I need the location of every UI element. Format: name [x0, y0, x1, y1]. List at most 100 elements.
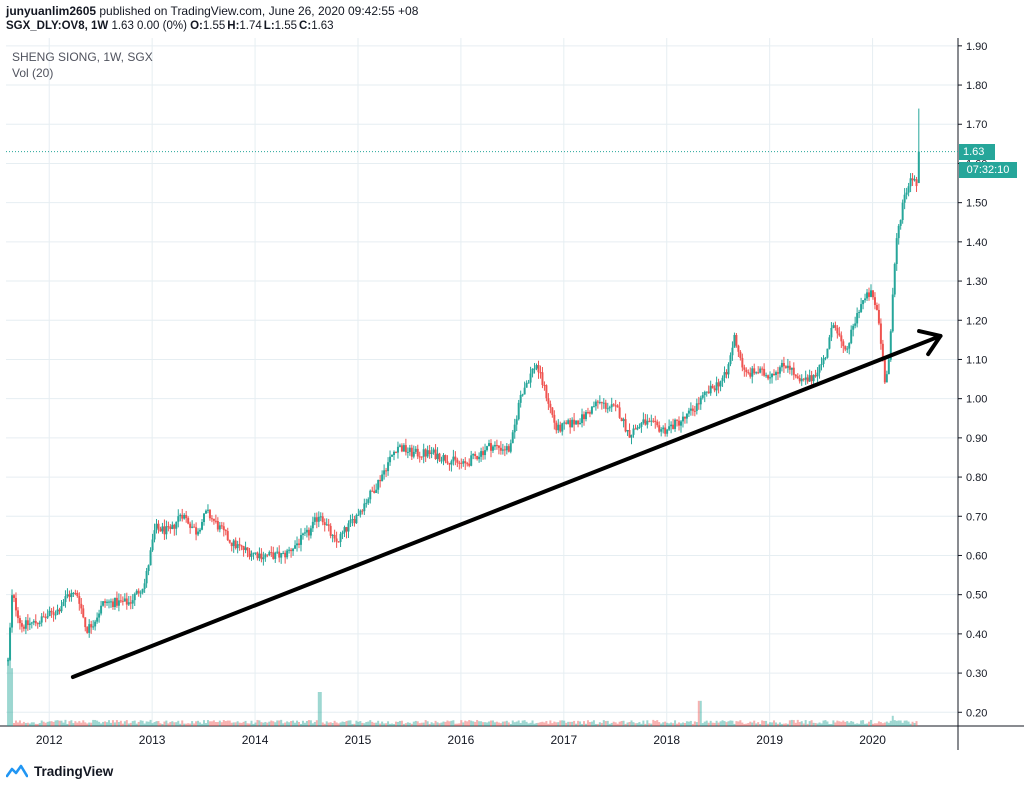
candle	[699, 395, 702, 410]
volume-bar	[666, 722, 669, 726]
volume-bar	[808, 721, 811, 726]
candle-body	[70, 592, 73, 598]
candle	[396, 441, 399, 459]
volume-bar	[262, 722, 265, 726]
candle	[371, 486, 374, 492]
candle	[282, 550, 285, 555]
candle-body	[117, 600, 120, 606]
candle-body	[828, 337, 831, 349]
candle	[826, 348, 829, 359]
volume-bar	[12, 723, 15, 726]
volume-bar	[450, 720, 453, 726]
candle	[636, 425, 639, 431]
candle	[117, 593, 120, 612]
candle	[183, 513, 186, 520]
candle-body	[497, 445, 500, 448]
candle	[513, 418, 516, 439]
candle-body	[707, 391, 710, 394]
candle	[88, 619, 91, 638]
candle	[614, 399, 617, 412]
candle	[573, 413, 576, 432]
volume-bar	[689, 720, 692, 726]
candle	[12, 593, 15, 603]
candle	[806, 374, 809, 384]
candle	[230, 542, 233, 552]
candle-body	[414, 448, 417, 452]
candle-body	[840, 335, 843, 342]
volume-bar	[590, 721, 593, 726]
volume-indicator-label[interactable]: Vol (20)	[12, 66, 54, 80]
volume-bar	[703, 721, 706, 726]
candle	[159, 526, 162, 532]
candle	[400, 443, 403, 453]
candle-body	[422, 449, 425, 457]
candle-body	[666, 429, 669, 434]
candle-body	[76, 592, 79, 597]
volume-bar	[895, 720, 898, 726]
candle	[747, 369, 750, 375]
volume-bar	[493, 722, 496, 726]
candle	[642, 412, 645, 425]
candle-body	[448, 463, 451, 465]
volume-bar	[579, 721, 582, 726]
candle-body	[60, 606, 63, 612]
volume-bar	[511, 720, 514, 726]
candle	[796, 373, 799, 380]
volume-bar	[307, 720, 310, 726]
volume-bar	[36, 723, 39, 726]
volume-bar	[715, 720, 718, 726]
volume-bar	[707, 722, 710, 726]
volume-bar	[573, 720, 576, 726]
candle	[133, 592, 136, 606]
candle	[484, 443, 487, 460]
volume-bar	[640, 723, 643, 726]
volume-bar	[462, 722, 465, 726]
volume-bar	[561, 720, 564, 726]
candle	[638, 423, 641, 429]
candle-body	[743, 367, 746, 370]
candle-body	[424, 449, 427, 457]
candle	[201, 518, 204, 531]
candle-body	[654, 420, 657, 422]
candle-body	[767, 375, 770, 379]
candle	[505, 443, 508, 455]
candle-body	[836, 327, 839, 334]
volume-bar	[844, 721, 847, 726]
volume-bar	[767, 723, 770, 726]
candle-body	[844, 346, 847, 350]
volume-bar	[745, 723, 748, 726]
candle	[56, 604, 59, 616]
candle	[206, 504, 209, 514]
volume-bar	[759, 723, 762, 726]
author-name[interactable]: junyuanlim2605	[6, 4, 97, 18]
candle	[784, 365, 787, 369]
candle	[586, 407, 589, 415]
volume-bar	[588, 722, 591, 726]
candle	[256, 551, 259, 561]
candle-body	[353, 519, 356, 524]
candle	[100, 600, 103, 616]
brand[interactable]: TradingView	[6, 760, 113, 782]
symbol-label: SGX_DLY:OV8, 1W	[6, 20, 109, 32]
candle-body	[588, 412, 591, 414]
candle	[901, 199, 904, 224]
candle-body	[824, 357, 827, 359]
volume-bar	[830, 723, 833, 726]
volume-bar	[74, 721, 77, 726]
candle-body	[810, 375, 813, 382]
candle-body	[549, 403, 552, 408]
candle	[563, 420, 566, 430]
volume-bar	[278, 720, 281, 726]
volume-bar	[846, 721, 849, 726]
volume-bar	[602, 720, 605, 726]
volume-bar	[311, 723, 314, 726]
candle-body	[34, 620, 37, 624]
candle-body	[92, 626, 95, 628]
candle	[782, 356, 785, 373]
volume-bar	[624, 723, 627, 726]
volume-bar	[737, 721, 740, 726]
volume-bar	[598, 722, 601, 726]
volume-bar	[72, 723, 75, 726]
candle	[432, 447, 435, 455]
volume-bar	[887, 722, 890, 726]
